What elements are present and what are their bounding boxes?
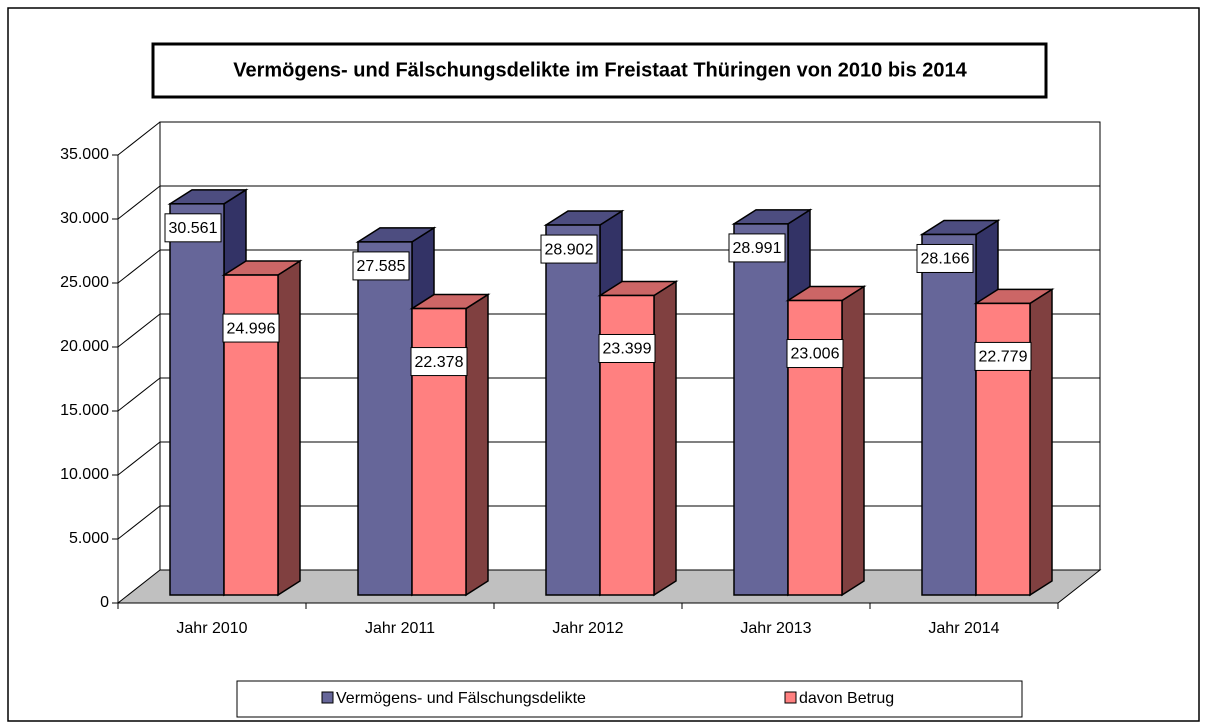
- data-label-box: [786, 339, 844, 369]
- data-label-box: [598, 333, 656, 363]
- chart-title: Vermögens- und Fälschungsdelikte im Frei…: [233, 59, 967, 81]
- y-tick-label: 20.000: [60, 338, 109, 355]
- data-label: 22.779: [979, 349, 1028, 366]
- title-box: [151, 42, 1048, 99]
- side-grid-line: [117, 441, 161, 476]
- data-label-box: [728, 233, 786, 263]
- x-tick-label: Jahr 2013: [740, 620, 811, 637]
- x-tick-label: Jahr 2010: [176, 620, 247, 637]
- bar-side: [1029, 288, 1053, 597]
- legend-label: Vermögens- und Fälschungsdelikte: [336, 690, 586, 707]
- y-tick-label: 15.000: [60, 402, 109, 419]
- data-label: 28.166: [921, 251, 970, 268]
- bar-side: [841, 285, 865, 597]
- legend-swatch: [321, 691, 334, 704]
- side-grid-line: [117, 505, 161, 540]
- data-label: 27.585: [357, 258, 406, 275]
- bar: [733, 223, 789, 596]
- data-label-box: [222, 313, 280, 343]
- data-label-box: [916, 243, 974, 273]
- side-grid-line: [117, 249, 161, 284]
- data-label-box: [540, 234, 598, 264]
- y-tick-label: 25.000: [60, 274, 109, 291]
- legend-box: [236, 680, 1023, 718]
- data-label: 22.378: [415, 354, 464, 371]
- legend-label: davon Betrug: [799, 690, 894, 707]
- data-label: 23.399: [603, 341, 652, 358]
- data-label: 28.991: [733, 240, 782, 257]
- bar-side: [653, 280, 677, 597]
- y-tick-label: 5.000: [69, 530, 109, 547]
- y-tick-label: 10.000: [60, 466, 109, 483]
- bar: [921, 233, 977, 596]
- y-tick-label: 35.000: [60, 146, 109, 163]
- bar: [169, 203, 225, 596]
- data-label-box: [164, 213, 222, 243]
- x-tick-label: Jahr 2012: [552, 620, 623, 637]
- bar: [357, 241, 413, 596]
- data-label: 28.902: [545, 241, 594, 258]
- bar-side: [465, 293, 489, 597]
- data-label-box: [352, 251, 410, 281]
- y-tick-label: 0: [100, 594, 109, 611]
- x-tick-label: Jahr 2011: [365, 620, 435, 637]
- data-label: 23.006: [791, 346, 840, 363]
- data-label: 24.996: [227, 320, 276, 337]
- bar: [545, 224, 601, 596]
- data-label: 30.561: [169, 220, 218, 237]
- bar-side: [277, 259, 301, 597]
- y-tick-label: 30.000: [60, 210, 109, 227]
- side-grid-line: [117, 313, 161, 348]
- side-grid-line: [117, 185, 161, 220]
- data-label-box: [410, 347, 468, 377]
- legend-swatch: [784, 691, 797, 704]
- side-grid-line: [117, 377, 161, 412]
- side-grid-line: [117, 121, 161, 156]
- x-tick-label: Jahr 2014: [928, 620, 999, 637]
- data-label-box: [974, 341, 1032, 371]
